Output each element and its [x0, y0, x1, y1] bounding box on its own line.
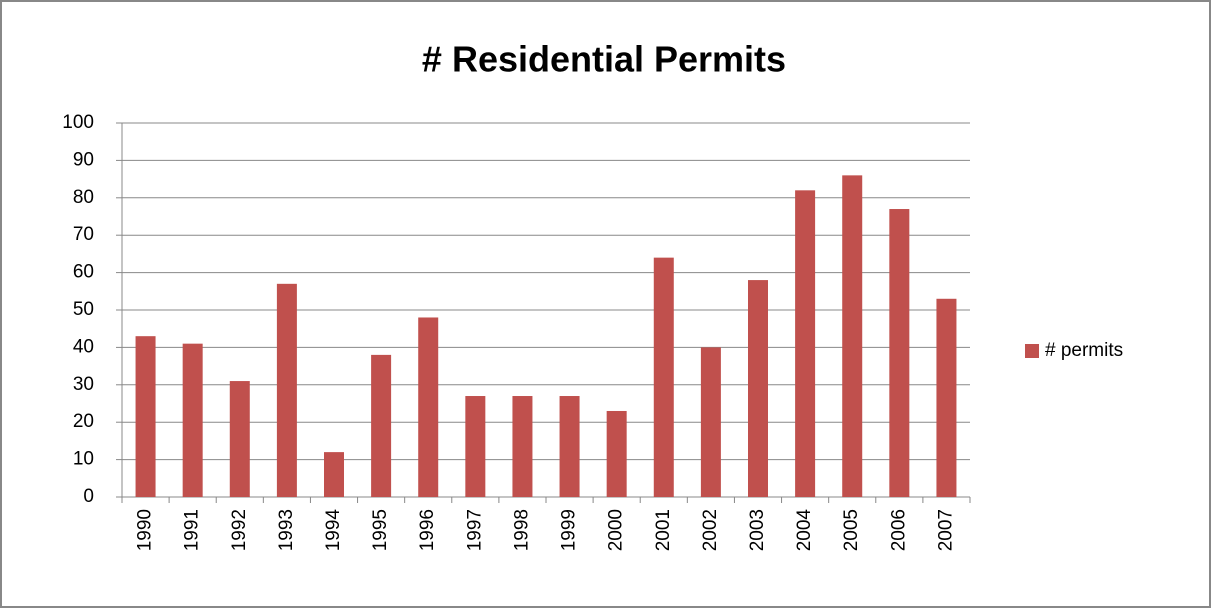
bar — [276, 283, 297, 497]
x-tick-label: 1994 — [323, 509, 344, 552]
x-tick-label: 2002 — [700, 509, 721, 551]
legend-swatch — [1025, 344, 1039, 358]
y-tick-label: 40 — [73, 336, 94, 357]
bar — [936, 298, 957, 497]
x-tick-label: 1992 — [229, 509, 250, 551]
x-tick-label: 1997 — [464, 509, 485, 551]
bar — [512, 396, 533, 497]
y-tick-label: 60 — [73, 262, 94, 283]
x-tick-label: 1998 — [511, 509, 532, 551]
x-tick-label: 2004 — [794, 509, 815, 552]
bar — [748, 280, 768, 497]
bar — [559, 396, 580, 497]
x-tick-label: 1991 — [182, 509, 203, 551]
bar — [182, 343, 203, 497]
x-tick-label: 2003 — [747, 509, 768, 551]
y-tick-label: 20 — [73, 411, 94, 432]
bar — [135, 336, 156, 497]
bar — [889, 209, 910, 497]
bar — [465, 396, 486, 497]
chart-title: # Residential Permits — [422, 39, 786, 80]
bar — [324, 452, 344, 497]
x-tick-label: 2007 — [935, 509, 956, 551]
bar — [371, 354, 392, 497]
x-tick-label: 1996 — [417, 509, 438, 551]
bar — [418, 317, 439, 497]
y-tick-label: 10 — [73, 449, 94, 470]
y-tick-label: 30 — [73, 374, 94, 395]
x-tick-label: 2001 — [653, 509, 674, 551]
bar — [842, 175, 863, 498]
x-tick-label: 1995 — [370, 509, 391, 551]
bar — [229, 381, 250, 497]
x-tick-label: 2005 — [841, 509, 862, 551]
y-tick-label: 90 — [73, 149, 94, 170]
y-tick-label: 0 — [83, 486, 94, 507]
y-tick-label: 100 — [62, 112, 94, 133]
x-tick-label: 1990 — [135, 509, 156, 551]
x-tick-label: 1993 — [276, 509, 297, 551]
y-tick-label: 80 — [73, 187, 94, 208]
bar — [795, 190, 816, 497]
legend-label: # permits — [1045, 340, 1123, 361]
x-tick-label: 2006 — [888, 509, 909, 551]
y-tick-label: 70 — [73, 224, 94, 245]
bar — [606, 410, 627, 497]
x-tick-label: 2000 — [606, 509, 627, 551]
bar — [700, 347, 721, 497]
x-tick-label: 1999 — [559, 509, 580, 551]
y-tick-label: 50 — [73, 299, 94, 320]
bar — [653, 257, 674, 497]
